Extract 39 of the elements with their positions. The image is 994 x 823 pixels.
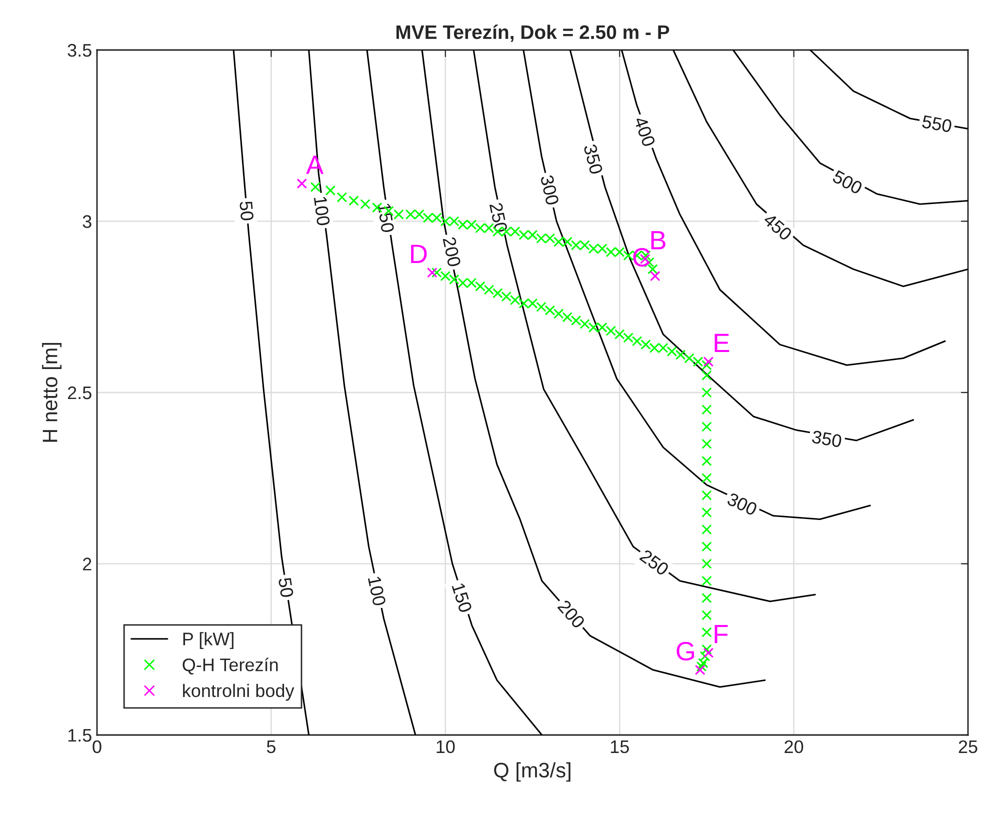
annotation: 100	[368, 576, 386, 606]
data-label: F	[714, 625, 728, 644]
annotation: 400	[634, 116, 656, 148]
annotation: 200	[557, 599, 586, 630]
annotation: 200	[442, 236, 461, 268]
annotation: 50	[278, 577, 294, 598]
data-label: B	[651, 231, 666, 250]
chart-title: MVE Terezín, Dok = 2.50 m - P	[396, 24, 670, 42]
x-tick-label: 20	[784, 740, 804, 754]
y-axis-title: H netto [m]	[42, 343, 62, 442]
annotation: 550	[922, 115, 952, 133]
y-tick-label: 3	[82, 215, 92, 228]
y-tick-label: 2.5	[68, 386, 92, 400]
legend-label: kontrolni body	[183, 684, 294, 701]
x-tick-label: 25	[958, 740, 978, 754]
legend-label: P [kW]	[183, 632, 234, 649]
x-tick-label: 10	[436, 740, 455, 754]
x-tick-label: 15	[610, 740, 629, 754]
y-tick-label: 1.5	[68, 729, 92, 742]
x-tick-label: 0	[92, 740, 102, 754]
data-label: E	[714, 334, 730, 352]
annotation: 250	[639, 548, 670, 576]
annotation: 50	[239, 201, 254, 221]
annotation: 500	[832, 170, 864, 195]
x-axis-title: Q [m3/s]	[494, 762, 570, 782]
y-tick-label: 3.5	[68, 44, 92, 57]
annotation: 300	[540, 174, 560, 206]
data-label: G	[676, 642, 694, 661]
annotation: 300	[726, 492, 758, 516]
annotation: 100	[314, 196, 330, 226]
x-tick-label: 5	[266, 740, 276, 754]
data-label: C	[633, 248, 650, 267]
annotation: 450	[762, 212, 793, 242]
annotation: 350	[583, 144, 603, 175]
annotation: 150	[452, 582, 472, 614]
data-label: D	[411, 244, 427, 263]
y-tick-label: 2	[83, 558, 92, 570]
legend-label: Q-H Terezín	[182, 658, 278, 674]
annotation: 350	[812, 430, 842, 448]
